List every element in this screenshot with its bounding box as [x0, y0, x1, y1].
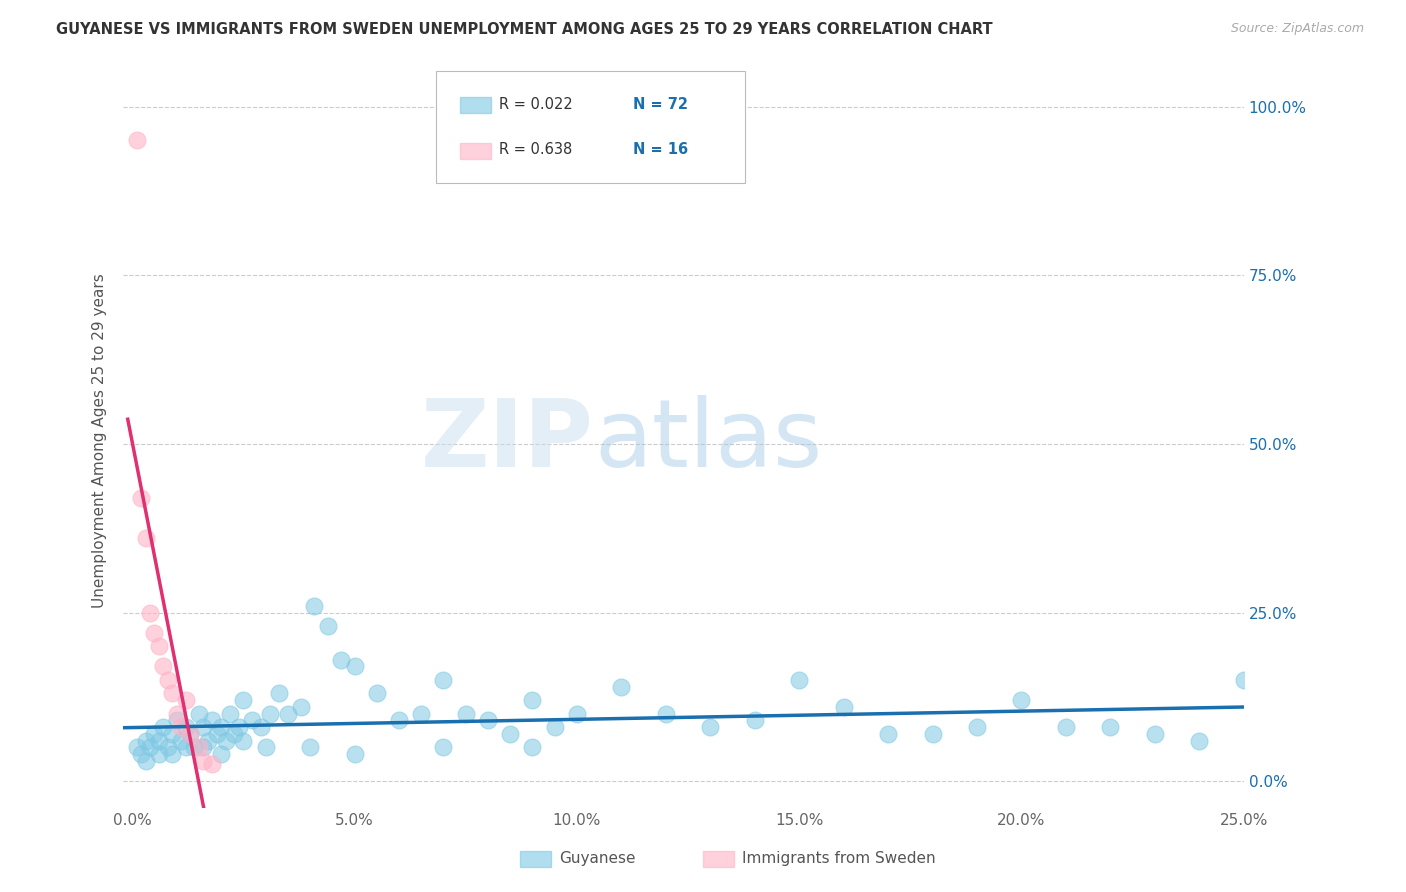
Point	[143, 625, 166, 640]
Point	[366, 686, 388, 700]
Point	[250, 720, 273, 734]
Point	[1011, 693, 1033, 707]
Point	[787, 673, 810, 687]
Point	[139, 606, 162, 620]
Point	[193, 740, 215, 755]
Point	[316, 619, 339, 633]
Point	[197, 733, 219, 747]
Point	[267, 686, 290, 700]
Point	[143, 727, 166, 741]
Point	[522, 693, 544, 707]
Point	[228, 720, 250, 734]
Point	[209, 720, 232, 734]
Point	[214, 733, 236, 747]
Point	[193, 720, 215, 734]
Point	[183, 740, 205, 755]
Point	[179, 727, 201, 741]
Text: ZIP: ZIP	[420, 394, 593, 486]
Point	[343, 659, 366, 673]
Point	[432, 673, 454, 687]
Point	[477, 714, 499, 728]
Point	[205, 727, 228, 741]
Point	[454, 706, 477, 721]
Point	[877, 727, 900, 741]
Point	[699, 720, 721, 734]
Point	[156, 673, 179, 687]
Point	[187, 706, 209, 721]
Point	[565, 706, 588, 721]
Point	[125, 133, 148, 147]
Point	[139, 740, 162, 755]
Point	[966, 720, 988, 734]
Point	[187, 740, 209, 755]
Point	[330, 653, 353, 667]
Point	[299, 740, 322, 755]
Point	[655, 706, 678, 721]
Point	[179, 727, 201, 741]
Point	[232, 733, 254, 747]
Point	[921, 727, 943, 741]
Point	[170, 720, 193, 734]
Point	[343, 747, 366, 761]
Point	[201, 757, 224, 772]
Point	[610, 680, 633, 694]
Point	[832, 700, 855, 714]
Point	[304, 599, 326, 613]
Text: Source: ZipAtlas.com: Source: ZipAtlas.com	[1230, 22, 1364, 36]
Point	[1143, 727, 1166, 741]
Point	[156, 740, 179, 755]
Point	[543, 720, 565, 734]
Point	[148, 747, 170, 761]
Point	[209, 747, 232, 761]
Point	[1188, 733, 1211, 747]
Point	[152, 720, 174, 734]
Point	[388, 714, 411, 728]
Point	[174, 740, 197, 755]
Point	[277, 706, 299, 721]
Point	[148, 639, 170, 653]
Point	[744, 714, 766, 728]
Point	[125, 740, 148, 755]
Point	[1054, 720, 1077, 734]
Point	[174, 693, 197, 707]
Point	[160, 686, 183, 700]
Y-axis label: Unemployment Among Ages 25 to 29 years: Unemployment Among Ages 25 to 29 years	[93, 273, 107, 608]
Point	[1099, 720, 1122, 734]
Point	[1233, 673, 1256, 687]
Point	[160, 747, 183, 761]
Point	[290, 700, 312, 714]
Point	[240, 714, 263, 728]
Text: R = 0.638: R = 0.638	[499, 142, 572, 157]
Point	[170, 733, 193, 747]
Point	[135, 754, 157, 768]
Point	[522, 740, 544, 755]
Text: N = 16: N = 16	[633, 142, 688, 157]
Point	[219, 706, 242, 721]
Text: Guyanese: Guyanese	[560, 852, 636, 866]
Text: Immigrants from Sweden: Immigrants from Sweden	[742, 852, 936, 866]
Point	[148, 733, 170, 747]
Point	[166, 714, 188, 728]
Point	[432, 740, 454, 755]
Point	[129, 491, 152, 505]
Point	[152, 659, 174, 673]
Text: R = 0.022: R = 0.022	[499, 97, 572, 112]
Point	[193, 754, 215, 768]
Point	[411, 706, 433, 721]
Point	[174, 720, 197, 734]
Point	[201, 714, 224, 728]
Point	[259, 706, 281, 721]
Text: N = 72: N = 72	[633, 97, 688, 112]
Point	[499, 727, 522, 741]
Point	[135, 531, 157, 545]
Point	[160, 727, 183, 741]
Point	[224, 727, 246, 741]
Point	[166, 706, 188, 721]
Point	[129, 747, 152, 761]
Point	[232, 693, 254, 707]
Point	[254, 740, 277, 755]
Text: atlas: atlas	[593, 394, 823, 486]
Text: GUYANESE VS IMMIGRANTS FROM SWEDEN UNEMPLOYMENT AMONG AGES 25 TO 29 YEARS CORREL: GUYANESE VS IMMIGRANTS FROM SWEDEN UNEMP…	[56, 22, 993, 37]
Point	[135, 733, 157, 747]
